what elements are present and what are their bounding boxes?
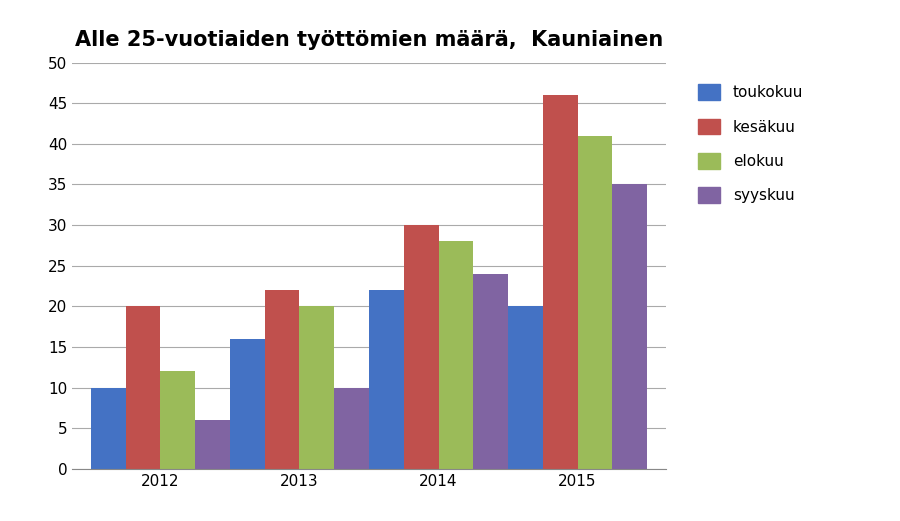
Bar [369, 290, 404, 469]
Bar [265, 290, 300, 469]
Legend: toukokuu, kesäkuu, elokuu, syyskuu: toukokuu, kesäkuu, elokuu, syyskuu [691, 78, 809, 209]
Bar [160, 371, 195, 469]
Bar [508, 306, 543, 469]
Title: Alle 25-vuotiaiden työttömien määrä,  Kauniainen: Alle 25-vuotiaiden työttömien määrä, Kau… [75, 30, 663, 50]
Bar [300, 306, 334, 469]
Bar [438, 241, 473, 469]
Bar [195, 420, 230, 469]
Bar [543, 95, 578, 469]
Bar [230, 339, 265, 469]
Bar [126, 306, 160, 469]
Bar [473, 274, 508, 469]
Bar [578, 135, 612, 469]
Bar [334, 388, 369, 469]
Bar [404, 225, 438, 469]
Bar [91, 388, 126, 469]
Bar [612, 184, 647, 469]
